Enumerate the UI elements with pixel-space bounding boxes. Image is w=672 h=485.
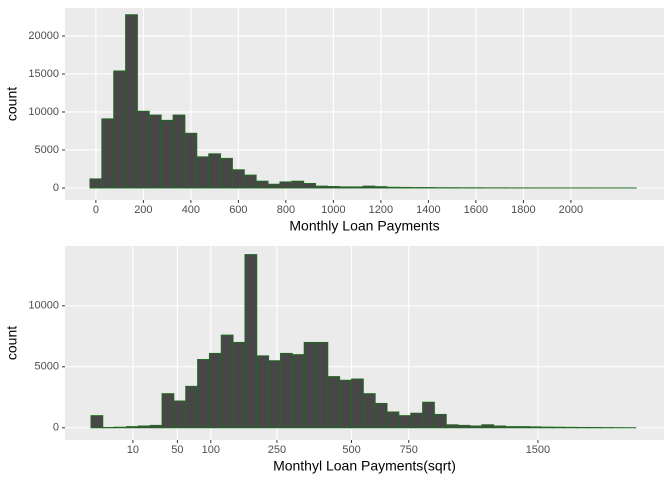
y-tick-label: 20000 bbox=[28, 30, 59, 42]
x-tick-label: 100 bbox=[202, 444, 220, 456]
x-tick-label: 1800 bbox=[511, 204, 535, 216]
y-axis-title: count bbox=[4, 326, 20, 360]
x-tick-label: 400 bbox=[182, 204, 200, 216]
bar bbox=[162, 394, 174, 428]
bar bbox=[446, 425, 458, 428]
x-tick-label: 2000 bbox=[559, 204, 583, 216]
bar bbox=[529, 427, 541, 428]
x-tick-label: 800 bbox=[277, 204, 295, 216]
bar bbox=[209, 353, 221, 427]
bar bbox=[245, 255, 257, 428]
bar bbox=[482, 425, 494, 428]
bar bbox=[387, 412, 399, 428]
x-tick-label: 200 bbox=[134, 204, 152, 216]
bar bbox=[339, 187, 351, 188]
bar bbox=[233, 342, 245, 427]
bar bbox=[363, 394, 375, 428]
bar bbox=[458, 425, 470, 427]
bar bbox=[268, 184, 280, 188]
bar bbox=[304, 183, 316, 188]
bar bbox=[340, 380, 352, 428]
bar bbox=[292, 181, 304, 188]
bar bbox=[138, 426, 150, 428]
bar bbox=[494, 426, 506, 428]
y-tick-label: 0 bbox=[53, 182, 59, 194]
x-tick-label: 1600 bbox=[464, 204, 488, 216]
bar bbox=[363, 186, 375, 188]
bar bbox=[185, 133, 197, 188]
bar bbox=[221, 158, 233, 188]
x-axis-title: Monthly Loan Payments bbox=[289, 218, 439, 234]
bar bbox=[161, 120, 173, 188]
y-tick-label: 0 bbox=[53, 422, 59, 434]
bar bbox=[423, 402, 435, 428]
x-tick-label: 500 bbox=[342, 444, 360, 456]
bar bbox=[256, 181, 268, 188]
x-tick-label: 250 bbox=[268, 444, 286, 456]
bar bbox=[257, 356, 269, 428]
bar bbox=[316, 342, 328, 427]
bar bbox=[209, 154, 221, 188]
y-tick-label: 15000 bbox=[28, 68, 59, 80]
bar bbox=[91, 416, 103, 428]
x-tick-label: 10 bbox=[127, 444, 139, 456]
bar bbox=[186, 386, 198, 427]
y-tick-label: 10000 bbox=[28, 106, 59, 118]
bar bbox=[126, 15, 138, 188]
y-tick-label: 10000 bbox=[28, 300, 59, 312]
x-tick-label: 750 bbox=[400, 444, 418, 456]
x-tick-label: 0 bbox=[93, 204, 99, 216]
bar bbox=[137, 111, 149, 188]
bar bbox=[470, 426, 482, 428]
bar bbox=[174, 401, 186, 428]
bar bbox=[375, 187, 387, 188]
y-tick-label: 5000 bbox=[35, 361, 59, 373]
x-axis-title: Monthyl Loan Payments(sqrt) bbox=[273, 458, 456, 474]
bar bbox=[399, 187, 411, 188]
bar bbox=[327, 186, 339, 188]
bar bbox=[541, 427, 553, 428]
bar bbox=[375, 403, 387, 427]
bar bbox=[244, 175, 256, 188]
x-tick-label: 1000 bbox=[321, 204, 345, 216]
x-tick-label: 600 bbox=[229, 204, 247, 216]
bar bbox=[114, 71, 126, 188]
bar bbox=[387, 187, 399, 188]
y-axis-title: count bbox=[4, 87, 20, 121]
bar bbox=[399, 416, 411, 428]
bar bbox=[198, 359, 210, 427]
bar bbox=[221, 335, 233, 428]
bar bbox=[280, 182, 292, 188]
bar bbox=[149, 115, 161, 188]
x-tick-label: 50 bbox=[171, 444, 183, 456]
bar bbox=[280, 353, 292, 427]
bar bbox=[316, 186, 328, 188]
x-tick-label: 1200 bbox=[369, 204, 393, 216]
y-tick-label: 5000 bbox=[35, 144, 59, 156]
bar bbox=[304, 342, 316, 427]
bar bbox=[352, 379, 364, 428]
bar bbox=[90, 179, 102, 188]
bar bbox=[517, 427, 529, 428]
bar bbox=[173, 115, 185, 188]
x-tick-label: 1500 bbox=[526, 444, 550, 456]
bar bbox=[232, 170, 244, 188]
bar bbox=[269, 361, 281, 428]
bar bbox=[328, 377, 340, 428]
bar bbox=[197, 157, 209, 188]
bar bbox=[553, 427, 565, 428]
x-tick-label: 1400 bbox=[416, 204, 440, 216]
bar bbox=[411, 413, 423, 428]
bar bbox=[434, 414, 446, 427]
bar bbox=[115, 427, 127, 428]
bar bbox=[150, 425, 162, 427]
bar bbox=[505, 427, 517, 428]
bar bbox=[351, 187, 363, 188]
bar bbox=[102, 119, 114, 188]
bar bbox=[292, 355, 304, 428]
bar bbox=[126, 427, 138, 428]
